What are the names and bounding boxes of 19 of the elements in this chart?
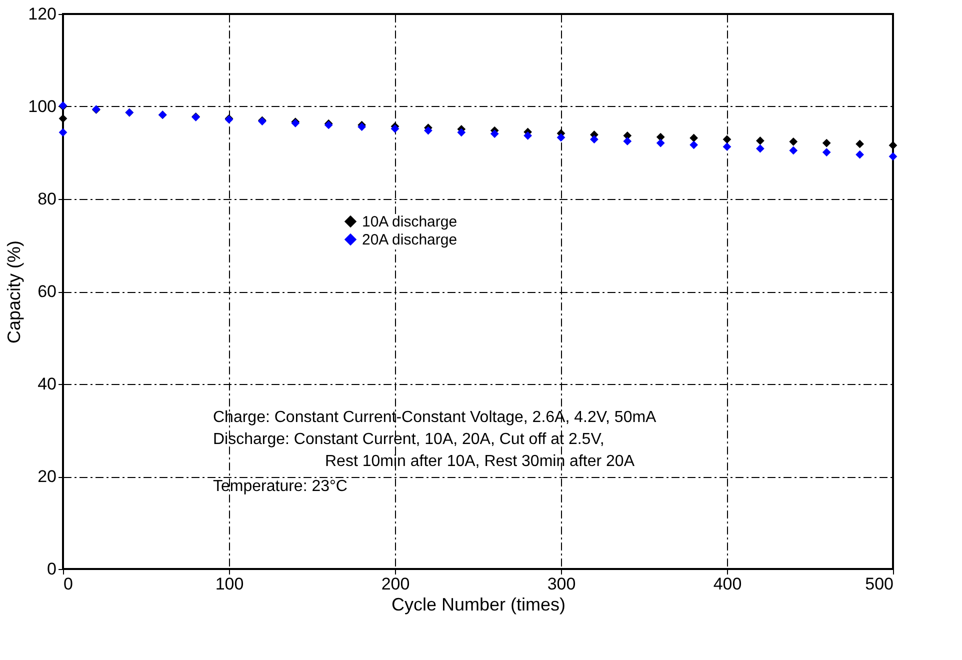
y-tick-label: 60 bbox=[38, 282, 56, 301]
y-axis-title: Capacity (%) bbox=[4, 240, 24, 344]
x-tick-label: 100 bbox=[215, 574, 244, 594]
x-tick-label: 0 bbox=[64, 574, 73, 594]
x-tick-label: 300 bbox=[547, 574, 576, 594]
y-tick-label: 0 bbox=[47, 560, 56, 578]
legend-label: 20A discharge bbox=[362, 232, 458, 248]
y-tick-label: 80 bbox=[38, 190, 56, 208]
x-tick-label: 200 bbox=[381, 574, 410, 594]
legend-label: 10A discharge bbox=[362, 214, 458, 230]
annotation: Temperature: 23°C bbox=[213, 478, 348, 495]
annotation: Rest 10min after 10A, Rest 30min after 20A bbox=[325, 453, 635, 470]
y-tick-label: 40 bbox=[38, 374, 56, 394]
y-tick-label: 120 bbox=[28, 4, 56, 24]
x-tick-label: 400 bbox=[713, 574, 742, 594]
x-axis-title: Cycle Number (times) bbox=[391, 594, 566, 614]
y-tick-label: 100 bbox=[28, 97, 56, 116]
x-tick-label: 500 bbox=[865, 574, 894, 594]
y-tick-label: 20 bbox=[38, 467, 56, 486]
